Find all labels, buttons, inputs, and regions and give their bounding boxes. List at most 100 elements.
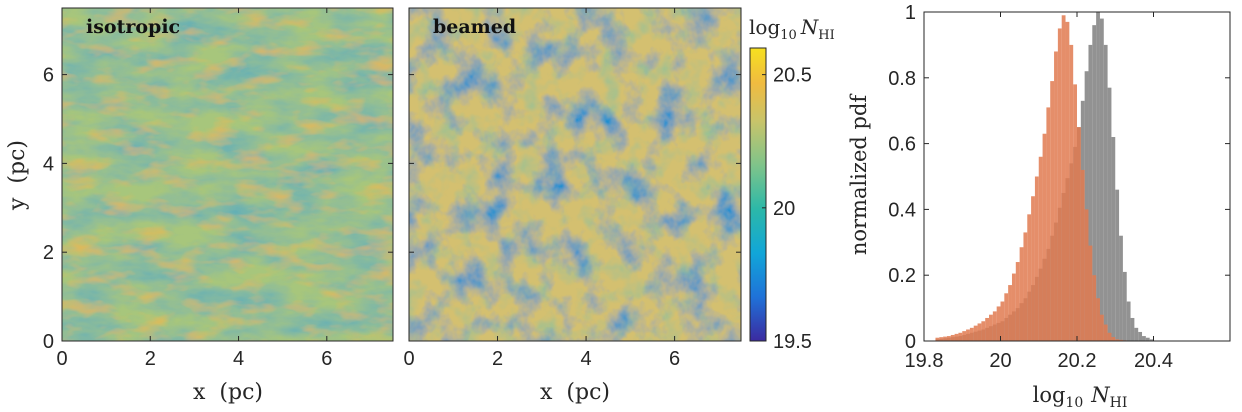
colorbar: log10 NHI 19.5 20 20.5 — [749, 15, 835, 353]
middle-x-tick-label-1: 2 — [492, 348, 503, 370]
hist-bar-s1-19-0 — [1065, 21, 1070, 342]
histogram-x-label-sub: 10 — [1065, 395, 1083, 411]
hist-bar-s1-9-0 — [1023, 232, 1028, 341]
beamed-label: beamed — [433, 16, 516, 38]
hist-bar-s1-1-1 — [950, 334, 955, 341]
histogram-x-label-log: log — [1033, 383, 1066, 407]
colorbar-title-HI: HI — [818, 28, 834, 43]
hist-bar-s1-3-0 — [969, 327, 974, 341]
left-y-tick-label-3: 6 — [43, 65, 54, 87]
hist-bar-s1-14-0 — [1046, 107, 1051, 341]
hist-bar-s0-33-1 — [1145, 337, 1150, 341]
left-x-axis-label: x (pc) — [193, 380, 263, 405]
hist-bar-s1-27-0 — [1096, 298, 1100, 341]
hist-bar-s1-25-0 — [1088, 245, 1093, 341]
hist-bar-s1-10-0 — [1031, 196, 1035, 341]
middle-x-tick-label-2: 4 — [581, 348, 592, 370]
colorbar-title-sub: 10 — [780, 28, 797, 43]
histogram-y-axis-label: normalized pdf — [847, 93, 871, 256]
hist-x-tick-label-1: 20 — [989, 350, 1011, 372]
hist-bar-s1-6-1 — [1004, 293, 1009, 341]
hist-bar-s1-32-0 — [1115, 339, 1120, 341]
hist-bar-s0-25-0 — [1107, 87, 1112, 341]
hist-bar-s0-31-0 — [1130, 317, 1135, 341]
hist-y-tick-label-0: 0 — [905, 331, 916, 353]
middle-x-tick-label-0: 0 — [403, 348, 414, 370]
colorbar-gradient — [749, 47, 767, 342]
hist-y-tick-label-2: 0.4 — [888, 199, 916, 221]
left-y-tick-label-1: 2 — [43, 242, 54, 264]
hist-bar-s0-26-0 — [1111, 137, 1116, 341]
histogram-x-label-HI: HI — [1110, 395, 1128, 411]
hist-bar-s1-0-2 — [943, 336, 947, 341]
hist-bar-s1-2-0 — [958, 332, 963, 341]
hist-bar-s0-20-0 — [1088, 44, 1093, 342]
hist-bar-s1-17-0 — [1057, 28, 1062, 341]
hist-bar-s1-30-0 — [1107, 332, 1112, 341]
isotropic-label: isotropic — [86, 16, 180, 38]
hist-x-tick-label-3: 20.4 — [1134, 350, 1173, 372]
hist-bar-s1-2-1 — [962, 331, 967, 341]
beamed-frame — [408, 7, 742, 342]
hist-bar-s1-1-0 — [946, 336, 951, 341]
left-y-tick-label-2: 4 — [43, 153, 54, 175]
hist-bar-s0-29-0 — [1122, 271, 1127, 341]
left-y-axis-label: y (pc) — [5, 140, 30, 211]
left-y-ticks: 0 2 4 6 — [43, 65, 393, 353]
hist-bar-s1-8-0 — [1015, 262, 1020, 341]
histogram-bars — [935, 12, 1154, 342]
colorbar-title: log10 NHI — [749, 15, 835, 43]
left-x-tick-label-3: 6 — [321, 348, 332, 370]
hist-bar-s1-23-0 — [1080, 169, 1085, 341]
hist-bar-s1-15-0 — [1050, 81, 1055, 341]
hist-bar-s0-27-0 — [1115, 189, 1120, 341]
histogram-panel: 19.8 20 20.2 20.4 0 0.2 0.4 0.6 0.8 1 normalized… — [847, 2, 1231, 411]
hist-bar-s1-12-0 — [1038, 156, 1043, 341]
hist-bar-s0-32-1 — [1138, 331, 1143, 341]
hist-bar-s0-33-0 — [1142, 336, 1146, 341]
hist-bar-s1-13-0 — [1042, 133, 1047, 341]
histogram-x-ticks: 19.8 20 20.2 20.4 — [905, 12, 1173, 372]
hist-bar-s1-32-1 — [1119, 339, 1123, 341]
hist-bar-s1-16-0 — [1054, 51, 1058, 341]
hist-x-tick-label-2: 20.2 — [1058, 350, 1097, 372]
hist-bar-s1-2-2 — [966, 329, 970, 341]
hist-bar-s0-30-0 — [1126, 301, 1131, 341]
isotropic-map — [62, 8, 393, 341]
hist-bar-s1-7-0 — [1008, 285, 1012, 341]
histogram-x-label-N: N — [1090, 383, 1110, 407]
beamed-map — [409, 8, 741, 341]
hist-bar-s1-29-0 — [1103, 324, 1108, 341]
hist-bar-s1-20-0 — [1069, 44, 1074, 342]
left-x-tick-label-0: 0 — [56, 348, 67, 370]
hist-x-tick-label-0: 19.8 — [905, 350, 944, 372]
histogram-x-axis-label: log10 NHI — [1033, 383, 1128, 411]
colorbar-title-log: log — [749, 15, 780, 39]
hist-bar-s1-3-1 — [973, 325, 978, 341]
hist-bar-s1-28-0 — [1099, 314, 1104, 341]
hist-bar-s0-22-0 — [1096, 12, 1100, 341]
hist-bar-s0-32-0 — [1134, 327, 1139, 341]
left-x-ticks: 0 2 4 6 — [56, 8, 332, 370]
colorbar-title-N: N — [800, 15, 820, 39]
colorbar-tick-label-1: 20 — [773, 198, 795, 220]
hist-bar-s1-4-2 — [989, 314, 993, 341]
hist-bar-s0-23-0 — [1099, 18, 1104, 342]
hist-bar-s1-21-0 — [1073, 84, 1077, 341]
histogram-y-ticks: 0 0.2 0.4 0.6 0.8 1 — [888, 2, 1230, 353]
hist-bar-s1-0-1 — [939, 337, 944, 341]
hist-bar-s1-3-2 — [977, 323, 982, 341]
hist-bar-s1-31-0 — [1111, 337, 1116, 341]
middle-x-ticks: 0 2 4 6 — [403, 8, 741, 370]
left-x-tick-label-2: 4 — [233, 348, 244, 370]
colorbar-tick-label-0: 19.5 — [773, 331, 812, 353]
hist-y-tick-label-4: 0.8 — [888, 68, 916, 90]
hist-bar-s1-1-2 — [954, 333, 959, 341]
hist-bar-s1-4-1 — [985, 317, 990, 341]
middle-x-axis-label: x (pc) — [540, 380, 610, 405]
hist-y-tick-label-5: 1 — [905, 2, 916, 24]
hist-bar-s1-9-1 — [1027, 214, 1032, 341]
hist-bar-s1-0-0 — [935, 337, 940, 341]
isotropic-panel: isotropic 0 2 4 6 0 2 4 6 x (pc) y (pc) — [5, 7, 394, 405]
